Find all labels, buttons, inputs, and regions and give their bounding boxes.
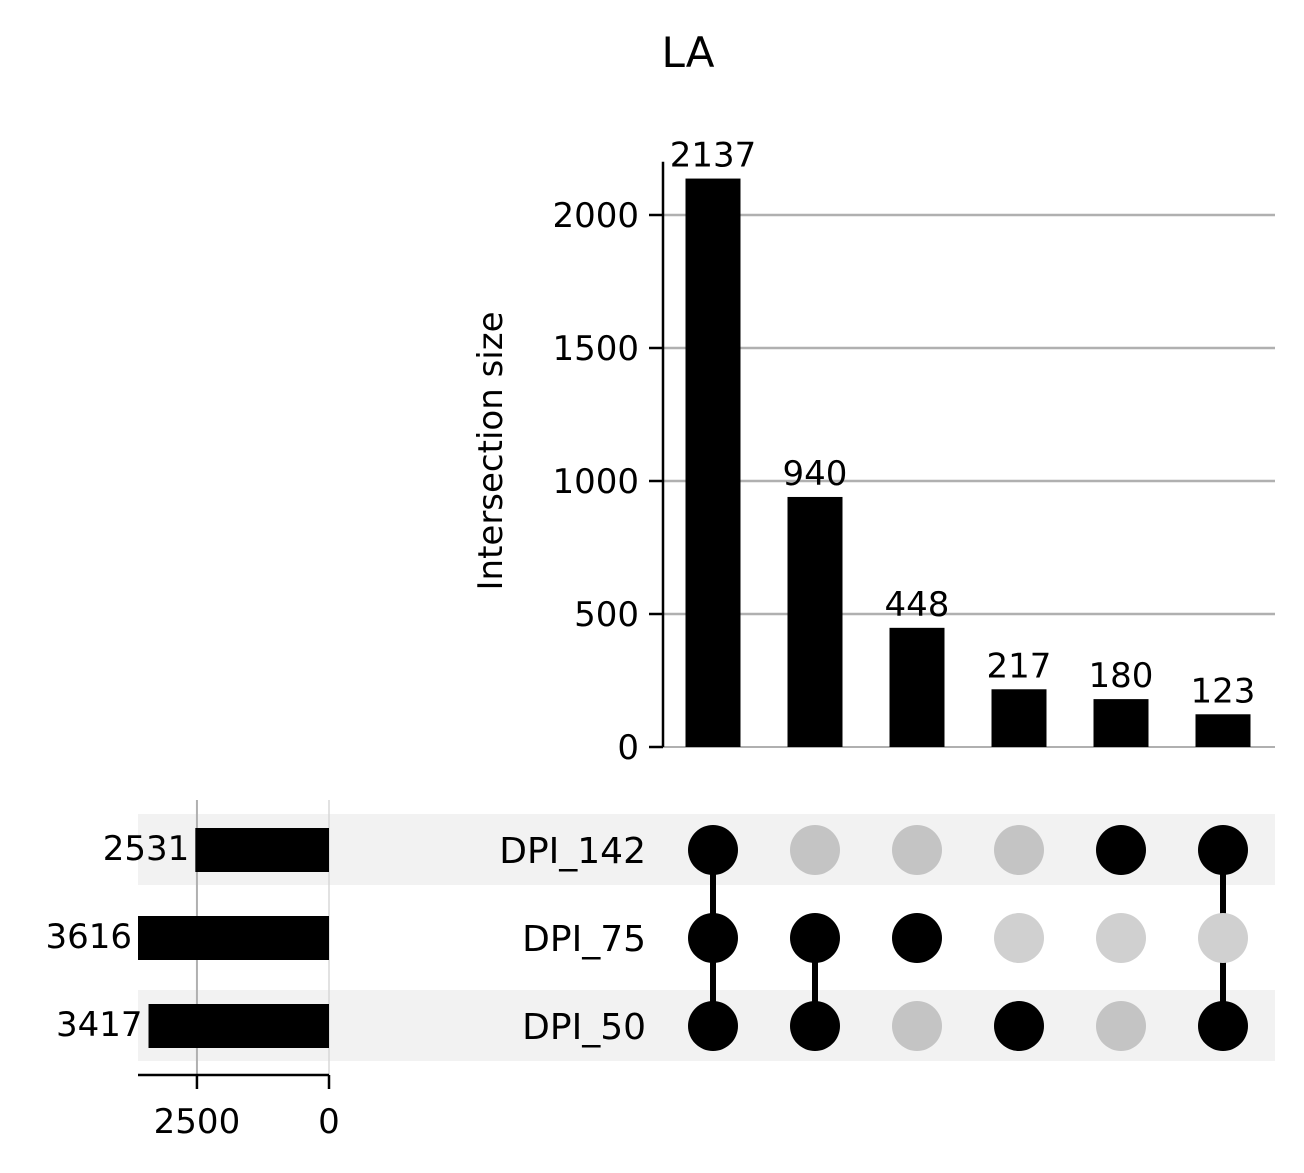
- matrix-dot-4-dpi-75: [994, 913, 1044, 963]
- matrix-dot-5-dpi-50: [1096, 1001, 1146, 1051]
- matrix-dot-6-dpi-75: [1198, 913, 1248, 963]
- set-label-dpi-50: DPI_50: [522, 1007, 646, 1048]
- set-size-value-dpi-50: 3417: [56, 1005, 143, 1045]
- intersection-bar-4: [991, 689, 1047, 747]
- set-size-tick-label-2500: 2500: [154, 1102, 241, 1142]
- matrix-dot-6-dpi-142: [1198, 825, 1248, 875]
- y-tick-label-1000: 1000: [552, 462, 639, 502]
- intersection-bar-2: [787, 496, 843, 747]
- set-labels: DPI_142 DPI_75 DPI_50: [499, 831, 646, 1048]
- set-size-value-dpi-142: 2531: [103, 829, 190, 869]
- intersection-bar-labels: 2137 940 448 217 180 123: [670, 136, 1256, 712]
- bar-value-label-4: 217: [987, 646, 1052, 686]
- intersection-bar-3: [889, 627, 945, 747]
- y-tick-label-0: 0: [617, 728, 639, 768]
- matrix-dot-1-dpi-142: [688, 825, 738, 875]
- set-size-value-dpi-75: 3616: [45, 917, 132, 957]
- set-label-dpi-142: DPI_142: [499, 831, 646, 872]
- bar-value-label-2: 940: [783, 454, 848, 494]
- matrix-dot-4-dpi-50: [994, 1001, 1044, 1051]
- membership-matrix: [688, 825, 1248, 1051]
- y-tick-label-1500: 1500: [552, 329, 639, 369]
- y-axis-label: Intersection size: [471, 312, 511, 591]
- matrix-dot-3-dpi-75: [892, 913, 942, 963]
- set-size-tick-label-0: 0: [318, 1102, 340, 1142]
- matrix-dot-6-dpi-50: [1198, 1001, 1248, 1051]
- y-tick-label-500: 500: [574, 595, 639, 635]
- set-size-bar-dpi-142: [195, 828, 329, 872]
- y-tick-label-2000: 2000: [552, 196, 639, 236]
- matrix-dot-3-dpi-142: [892, 825, 942, 875]
- y-axis: 0 500 1000 1500 2000: [552, 161, 665, 768]
- matrix-dot-2-dpi-142: [790, 825, 840, 875]
- chart-title: LA: [661, 28, 714, 77]
- bar-value-label-3: 448: [885, 585, 950, 625]
- intersection-bar-6: [1195, 714, 1251, 747]
- matrix-dot-1-dpi-50: [688, 1001, 738, 1051]
- set-size-panel: 2531 3616 3417 2500 0: [45, 800, 340, 1142]
- bar-value-label-5: 180: [1089, 656, 1154, 696]
- intersection-bar-5: [1093, 699, 1149, 747]
- matrix-dot-4-dpi-142: [994, 825, 1044, 875]
- matrix-dot-5-dpi-75: [1096, 913, 1146, 963]
- intersection-bars: [685, 178, 1251, 748]
- bar-value-label-1: 2137: [670, 136, 757, 176]
- matrix-dot-3-dpi-50: [892, 1001, 942, 1051]
- set-size-bar-dpi-50: [148, 1004, 329, 1048]
- matrix-dot-2-dpi-75: [790, 913, 840, 963]
- set-size-bar-dpi-75: [138, 916, 329, 960]
- intersection-bar-1: [685, 178, 741, 748]
- matrix-dot-1-dpi-75: [688, 913, 738, 963]
- bar-value-label-6: 123: [1191, 671, 1256, 711]
- matrix-dot-2-dpi-50: [790, 1001, 840, 1051]
- y-gridlines: [663, 213, 1275, 748]
- matrix-dot-5-dpi-142: [1096, 825, 1146, 875]
- set-label-dpi-75: DPI_75: [522, 919, 646, 960]
